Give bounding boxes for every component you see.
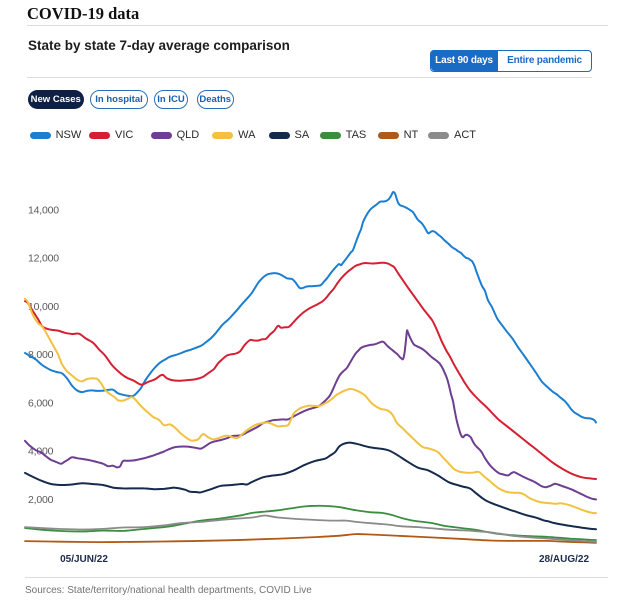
svg-text:10,000: 10,000 bbox=[28, 301, 59, 313]
svg-text:28/AUG/22: 28/AUG/22 bbox=[539, 554, 589, 565]
svg-text:05/JUN/22: 05/JUN/22 bbox=[60, 554, 108, 565]
svg-text:2,000: 2,000 bbox=[28, 494, 54, 506]
svg-text:14,000: 14,000 bbox=[28, 204, 59, 216]
svg-text:12,000: 12,000 bbox=[28, 253, 59, 265]
svg-text:8,000: 8,000 bbox=[28, 349, 54, 361]
svg-text:6,000: 6,000 bbox=[28, 397, 54, 409]
